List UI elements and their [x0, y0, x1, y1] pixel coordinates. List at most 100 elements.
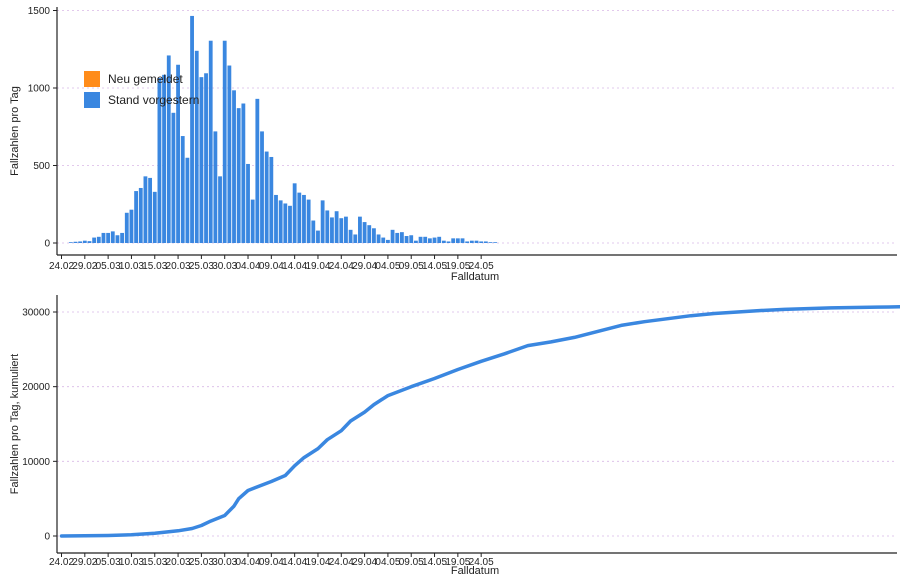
bar-68 — [386, 239, 390, 243]
bar-0 — [68, 242, 73, 243]
bar-39 — [250, 199, 255, 243]
legend-label-0: Neu gemeldet — [108, 72, 183, 86]
bar-42 — [264, 151, 269, 243]
x-tick-label-top-15: 09.05 — [399, 261, 424, 272]
bar-26 — [190, 15, 194, 244]
y-tick-label-top-3: 1500 — [28, 6, 51, 17]
bar-48 — [292, 183, 297, 243]
bar-22 — [171, 112, 176, 243]
bar-38 — [246, 163, 250, 243]
x-tick-label-bottom-1: 29.02 — [72, 557, 97, 568]
bar-83 — [455, 238, 460, 243]
y-tick-label-bottom-3: 30000 — [22, 308, 50, 319]
x-tick-label-bottom-5: 20.03 — [166, 557, 191, 568]
bar-45 — [278, 200, 283, 244]
x-tick-label-bottom-18: 24.05 — [469, 557, 494, 568]
bar-46 — [283, 203, 288, 243]
x-tick-label-top-11: 19.04 — [305, 261, 330, 272]
bar-10 — [115, 235, 120, 243]
x-tick-label-top-3: 10.03 — [119, 261, 144, 272]
bar-31 — [213, 131, 218, 243]
bar-90 — [488, 242, 493, 243]
bar-34 — [227, 65, 232, 243]
bar-32 — [218, 176, 222, 243]
x-tick-label-top-17: 19.05 — [445, 261, 470, 272]
bar-9 — [110, 231, 115, 244]
y-tick-label-bottom-1: 10000 — [22, 457, 50, 468]
bar-72 — [404, 236, 409, 243]
bar-18 — [152, 191, 157, 243]
bar-69 — [390, 229, 395, 243]
bar-13 — [129, 209, 134, 243]
x-tick-label-bottom-16: 14.05 — [422, 557, 447, 568]
cumulative-line — [59, 305, 900, 538]
bar-80 — [441, 240, 446, 243]
bar-74 — [413, 240, 418, 243]
bar-4 — [87, 241, 92, 243]
x-tick-label-top-5: 20.03 — [166, 261, 191, 272]
bar-2 — [78, 241, 83, 243]
y-tick-label-top-0: 0 — [44, 239, 50, 250]
bar-1 — [73, 241, 78, 243]
bar-50 — [302, 194, 306, 243]
bar-47 — [288, 205, 292, 243]
bar-30 — [208, 40, 213, 243]
x-tick-label-bottom-9: 09.04 — [259, 557, 284, 568]
bar-59 — [344, 216, 348, 243]
x-tick-label-bottom-7: 30.03 — [212, 557, 237, 568]
bar-41 — [260, 131, 264, 243]
x-tick-label-top-4: 15.03 — [142, 261, 167, 272]
bar-5 — [92, 237, 97, 243]
bar-78 — [432, 237, 437, 243]
bar-27 — [194, 50, 199, 243]
bar-73 — [409, 235, 414, 243]
bar-28 — [199, 77, 204, 244]
bar-67 — [381, 237, 386, 243]
bar-55 — [325, 210, 330, 243]
x-tick-label-top-6: 25.03 — [189, 261, 214, 272]
bar-88 — [479, 241, 484, 243]
bar-8 — [106, 232, 111, 243]
bar-29 — [204, 73, 208, 243]
x-tick-label-top-18: 24.05 — [469, 261, 494, 272]
x-tick-label-top-14: 04.05 — [375, 261, 400, 272]
bar-52 — [311, 220, 316, 243]
bar-21 — [166, 55, 171, 244]
y-tick-label-bottom-0: 0 — [44, 532, 50, 543]
bar-85 — [465, 241, 470, 243]
x-tick-label-top-13: 29.04 — [352, 261, 377, 272]
bar-53 — [316, 230, 320, 243]
bar-82 — [451, 238, 456, 243]
bar-35 — [232, 90, 236, 243]
bar-24 — [180, 136, 185, 243]
bar-76 — [423, 236, 428, 243]
bar-91 — [493, 242, 498, 243]
bar-12 — [124, 212, 129, 243]
bar-20 — [162, 74, 166, 243]
x-tick-label-bottom-8: 04.04 — [236, 557, 261, 568]
legend-label-1: Stand vorgestern — [108, 93, 199, 107]
bar-7 — [101, 232, 106, 243]
x-axis-title-top: Falldatum — [451, 271, 499, 283]
bar-60 — [348, 229, 353, 243]
bar-58 — [339, 218, 344, 243]
bar-15 — [138, 187, 143, 243]
bar-86 — [469, 240, 474, 243]
y-axis-title-bottom: Fallzahlen pro Tag, kumuliert — [9, 354, 21, 494]
bar-37 — [241, 103, 246, 243]
x-tick-label-top-0: 24.02 — [49, 261, 74, 272]
bar-57 — [334, 211, 339, 243]
bar-66 — [376, 234, 381, 243]
bar-44 — [274, 194, 278, 243]
x-tick-label-top-10: 14.04 — [282, 261, 307, 272]
bar-87 — [474, 240, 479, 243]
bar-70 — [395, 232, 400, 243]
bar-3 — [82, 240, 87, 243]
bar-14 — [134, 191, 139, 243]
bar-33 — [222, 40, 227, 243]
bar-84 — [460, 238, 465, 243]
bar-63 — [362, 222, 367, 243]
bar-36 — [236, 108, 241, 244]
